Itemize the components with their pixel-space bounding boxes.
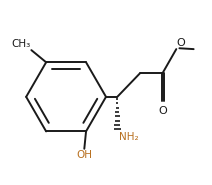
Text: O: O bbox=[177, 38, 186, 48]
Text: OH: OH bbox=[76, 150, 92, 160]
Text: CH₃: CH₃ bbox=[12, 39, 31, 49]
Text: NH₂: NH₂ bbox=[119, 132, 139, 142]
Text: O: O bbox=[158, 105, 167, 115]
